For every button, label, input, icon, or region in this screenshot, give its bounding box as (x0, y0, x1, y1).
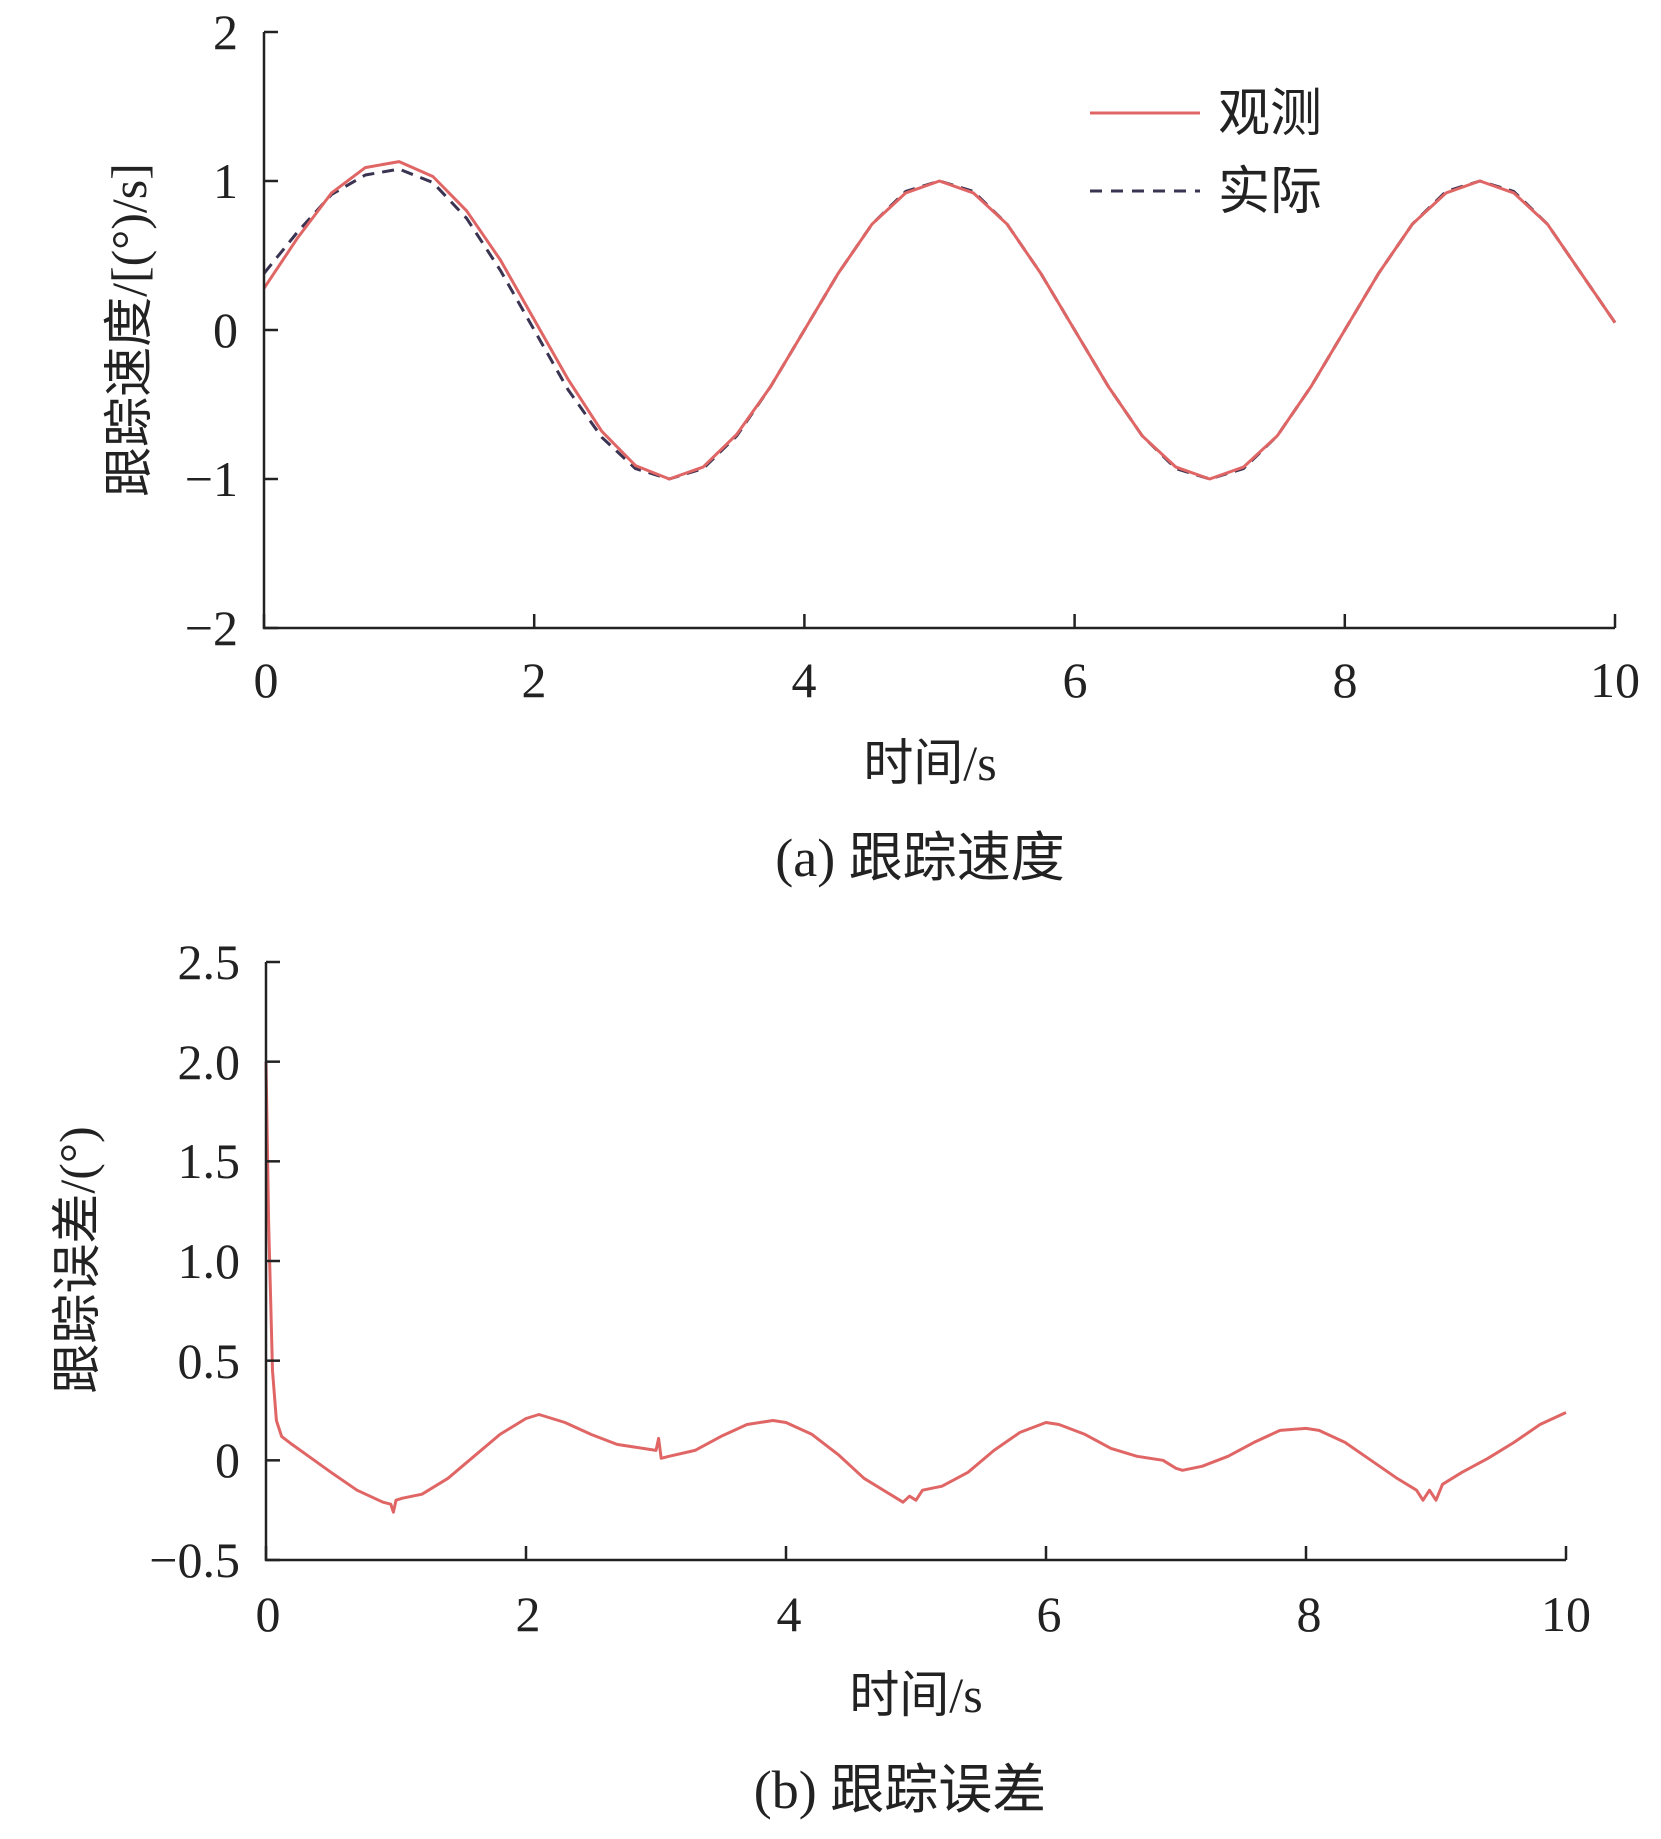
panel-a-ytick-label: −2 (185, 600, 238, 656)
panel-a-ytick-label: 0 (213, 302, 238, 358)
panel-a-xtick-label: 10 (1590, 652, 1640, 708)
panel-a-caption: (a) 跟踪速度 (775, 828, 1064, 888)
panel-a-series-actual (262, 167, 1617, 481)
panel-b-xtick-label: 8 (1297, 1586, 1322, 1642)
panel-a-ytick-label: 1 (213, 153, 238, 209)
legend: 观测 实际 (1090, 86, 1322, 221)
panel-b-xtick-label: 4 (777, 1586, 802, 1642)
panel-b-plot-marks (264, 1061, 1567, 1514)
panel-a-xtick-label: 0 (254, 652, 279, 708)
panel-b-ytick-label: 1.5 (178, 1133, 241, 1189)
panel-b-ytick-label: 1.0 (178, 1233, 241, 1289)
panel-a-xtick-label: 8 (1333, 652, 1358, 708)
legend-actual-label: 实际 (1218, 164, 1322, 221)
panel-b-xtick-label: 6 (1037, 1586, 1062, 1642)
panel-b-y-axis-title: 跟踪误差/(°) (49, 1126, 105, 1393)
legend-observed-label: 观测 (1218, 86, 1322, 143)
panel-b-ytick-label: 0.5 (178, 1333, 241, 1389)
panel-a-xtick-label: 2 (522, 652, 547, 708)
panel-a-y-axis-title: 跟踪速度/[(°)/s] (101, 163, 157, 497)
panel-b-ytick-label: −0.5 (149, 1532, 240, 1588)
panel-b-series-error (264, 1061, 1567, 1514)
panel-a-ticks (262, 30, 1617, 630)
panel-b-ytick-label: 2.0 (178, 1034, 241, 1090)
panel-a-axes (262, 32, 1615, 630)
panel-b-xtick-label: 0 (256, 1586, 281, 1642)
panel-a-x-axis-title: 时间/s (863, 735, 996, 791)
panel-b-axes (264, 962, 1566, 1562)
panel-b-ytick-label: 2.5 (178, 934, 241, 990)
panel-b: 2.5 2.0 1.5 1.0 0.5 0 −0.5 0 2 4 6 8 10 … (49, 934, 1591, 1820)
panel-a-xtick-label: 6 (1063, 652, 1088, 708)
panel-a-series-observed (262, 160, 1617, 481)
panel-b-ytick-label: 0 (215, 1432, 240, 1488)
panel-b-ticks (264, 960, 1568, 1562)
panel-a: 2 1 0 −1 −2 0 2 4 6 8 10 时间/s 跟踪速度/[(°)/… (101, 4, 1640, 888)
panel-a-plot-marks (262, 160, 1617, 481)
panel-a-xtick-label: 4 (792, 652, 817, 708)
panel-a-ytick-label: −1 (185, 451, 238, 507)
panel-b-caption: (b) 跟踪误差 (754, 1760, 1046, 1820)
panel-b-xtick-label: 10 (1541, 1586, 1591, 1642)
panel-b-xtick-label: 2 (516, 1586, 541, 1642)
panel-a-ytick-label: 2 (213, 4, 238, 60)
panel-b-x-axis-title: 时间/s (849, 1667, 982, 1723)
